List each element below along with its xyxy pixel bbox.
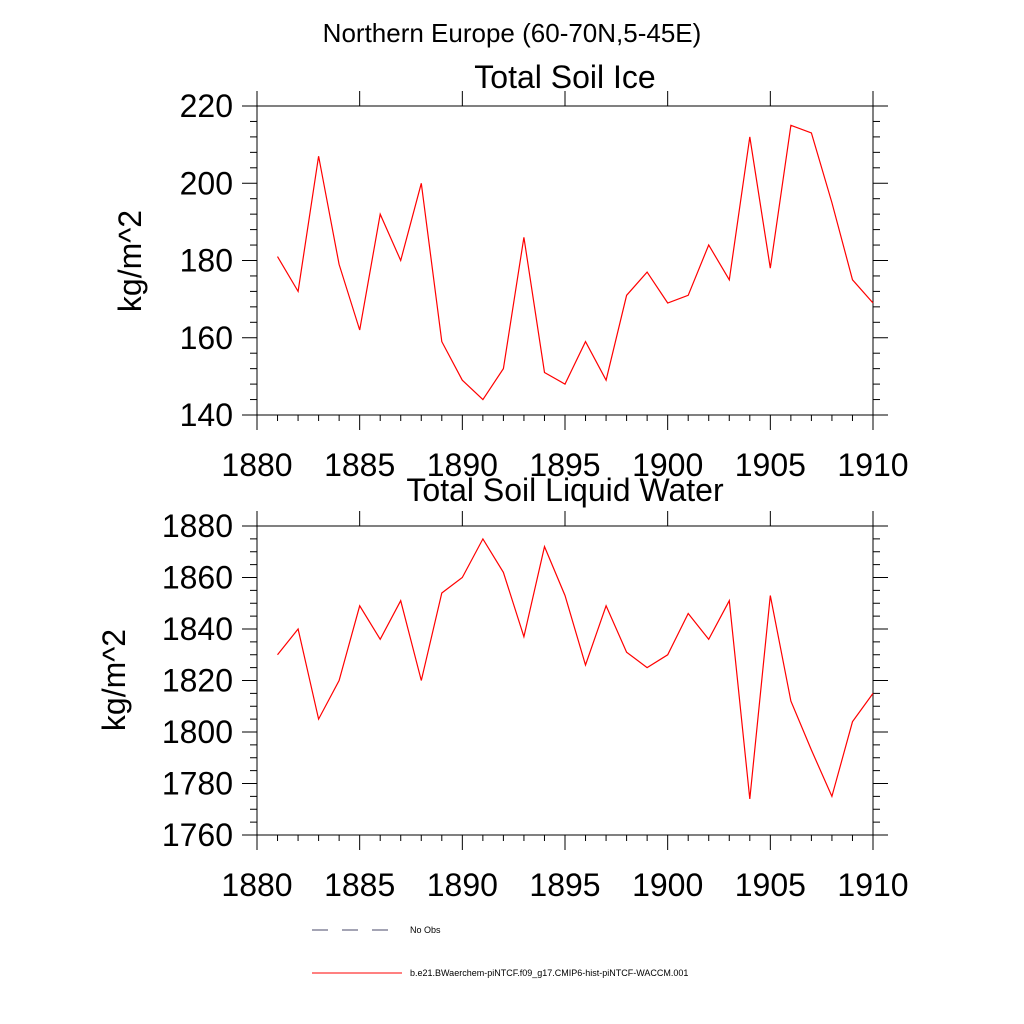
x-tick-label: 1905 xyxy=(735,867,806,903)
x-tick-label: 1895 xyxy=(529,867,600,903)
series-line-0 xyxy=(276,124,874,401)
legend: No Obs b.e21.BWaerchem-piNTCF.f09_g17.CM… xyxy=(312,925,688,978)
x-tick-label: 1885 xyxy=(324,867,395,903)
x-tick-label: 1910 xyxy=(837,867,908,903)
y-tick-label: 180 xyxy=(180,243,233,279)
x-tick-label: 1905 xyxy=(735,447,806,483)
y-tick-label: 160 xyxy=(180,320,233,356)
x-tick-label: 1880 xyxy=(221,867,292,903)
y-axis-label: kg/m^2 xyxy=(112,210,148,312)
panel-total-soil-liquid-water: Total Soil Liquid Water kg/m^2 1880 1885 1… xyxy=(96,472,909,903)
x-tick-label: 1895 xyxy=(529,447,600,483)
y-tick-label: 1800 xyxy=(162,714,233,750)
plot-frame xyxy=(256,105,874,416)
y-tick-label: 1820 xyxy=(162,663,233,699)
y-tick-label: 1840 xyxy=(162,611,233,647)
x-tick-label: 1890 xyxy=(427,447,498,483)
legend-label-model: b.e21.BWaerchem-piNTCF.f09_g17.CMIP6-his… xyxy=(410,968,688,978)
y-tick-label: 140 xyxy=(180,397,233,433)
x-tick-label: 1880 xyxy=(221,447,292,483)
plot-frame xyxy=(256,525,874,836)
legend-label-no-obs: No Obs xyxy=(410,925,441,935)
series-line-0 xyxy=(277,537,874,800)
y-axis-label: kg/m^2 xyxy=(96,629,132,731)
y-tick-label: 1780 xyxy=(162,766,233,802)
y-tick-label: 1860 xyxy=(162,560,233,596)
panel-title: Total Soil Liquid Water xyxy=(406,472,724,508)
x-tick-label: 1900 xyxy=(632,867,703,903)
x-tick-label: 1890 xyxy=(427,867,498,903)
x-tick-label: 1910 xyxy=(837,447,908,483)
panel-total-soil-ice: Total Soil Ice kg/m^2 1880 1885 1890 1895 19… xyxy=(112,59,909,483)
y-tick-label: 220 xyxy=(180,88,233,124)
y-tick-label: 1760 xyxy=(162,817,233,853)
x-tick-label: 1885 xyxy=(324,447,395,483)
figure-title: Northern Europe (60-70N,5-45E) xyxy=(323,18,702,48)
x-tick-label: 1900 xyxy=(632,447,703,483)
y-tick-label: 1880 xyxy=(162,508,233,544)
y-tick-label: 200 xyxy=(180,165,233,201)
panel-title: Total Soil Ice xyxy=(474,59,655,95)
